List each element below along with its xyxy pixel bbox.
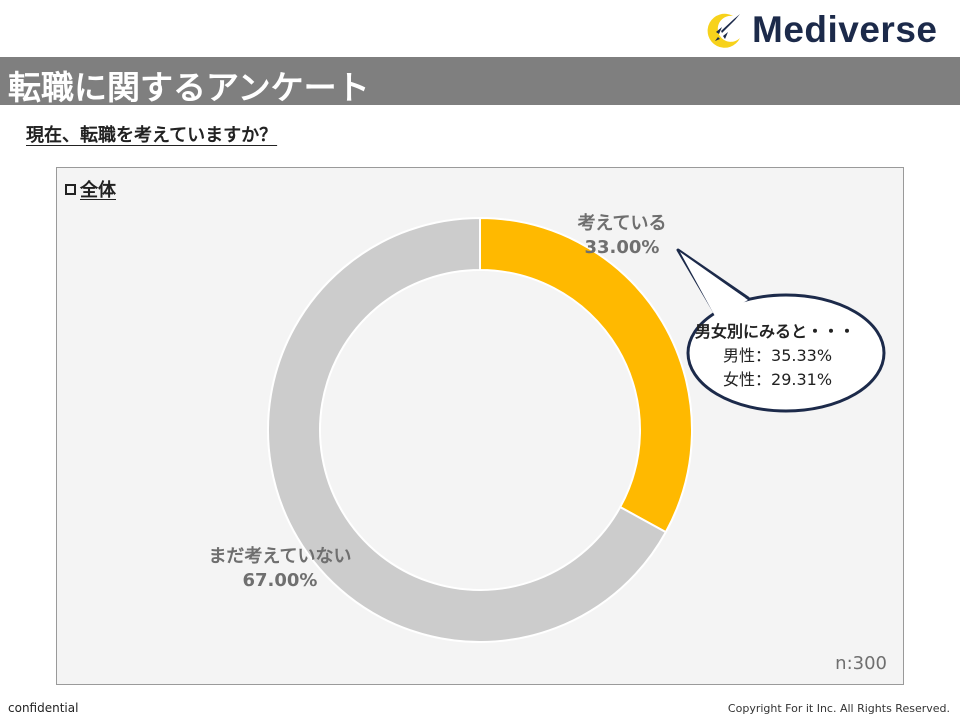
panel-title-text: 全体 bbox=[80, 180, 116, 201]
gender-callout: 男女別にみると・・・ 男性：35.33% 女性：29.31% bbox=[695, 320, 885, 392]
slice-label-not-yet: まだ考えていない 67.00% bbox=[190, 545, 370, 593]
copyright-note: Copyright For it Inc. All Rights Reserve… bbox=[727, 702, 950, 715]
title-bar: 転職に関するアンケート bbox=[0, 57, 960, 107]
page-title: 転職に関するアンケート bbox=[8, 68, 370, 107]
slice-value-0: 33.00% bbox=[584, 237, 660, 258]
callout-heading: 男女別にみると・・・ bbox=[695, 322, 856, 341]
callout-row-male: 男性：35.33% bbox=[723, 346, 833, 365]
survey-question: 現在、転職を考えていますか？ bbox=[26, 125, 278, 146]
sample-size: n:300 bbox=[835, 653, 887, 674]
rocket-moon-icon bbox=[707, 13, 740, 48]
donut-slices bbox=[267, 216, 693, 643]
brand-name: Mediverse bbox=[752, 9, 938, 50]
panel-title: 全体 bbox=[65, 176, 116, 202]
slice-category-1: まだ考えていない bbox=[208, 546, 352, 567]
donut-slice-1 bbox=[267, 216, 668, 643]
brand-logo: Mediverse bbox=[702, 8, 938, 52]
callout-row-female: 女性：29.31% bbox=[723, 370, 833, 389]
callout-bubble bbox=[686, 293, 886, 413]
slice-category-0: 考えている bbox=[577, 213, 667, 234]
donut-slice-0 bbox=[479, 216, 693, 534]
slice-value-1: 67.00% bbox=[242, 570, 318, 591]
slice-label-considering: 考えている 33.00% bbox=[566, 212, 678, 260]
checkbox-square-icon bbox=[65, 183, 76, 195]
confidential-note: confidential bbox=[8, 701, 79, 715]
